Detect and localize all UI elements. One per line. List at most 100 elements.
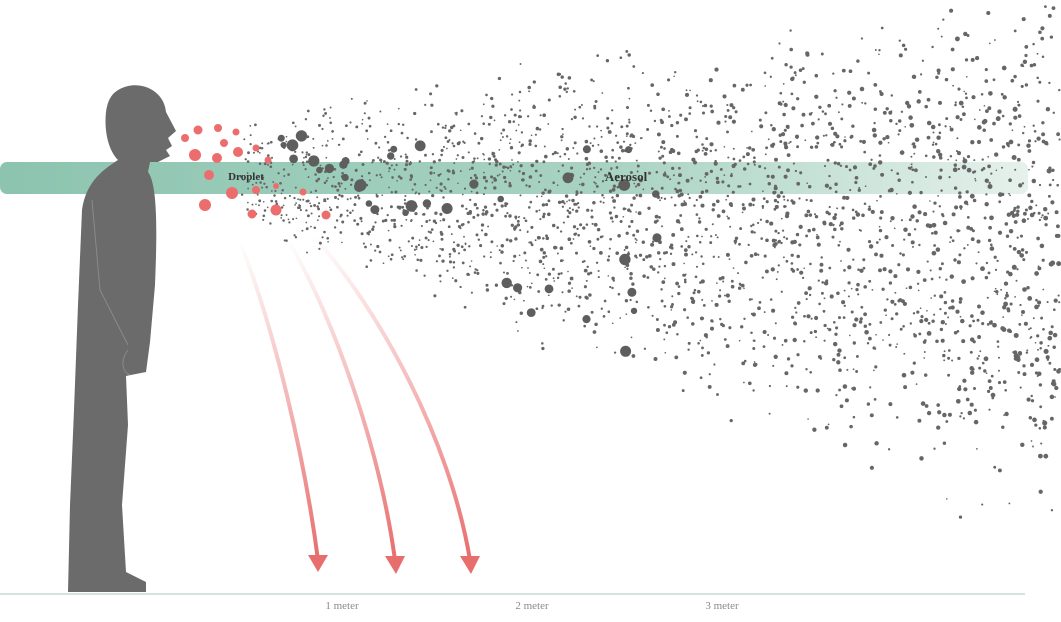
- particle: [1020, 63, 1024, 67]
- particle: [1029, 327, 1032, 330]
- particle: [776, 270, 779, 273]
- particle: [246, 178, 249, 181]
- particle: [594, 176, 597, 179]
- particle: [675, 189, 680, 194]
- particle: [913, 152, 916, 155]
- particle: [765, 146, 769, 150]
- particle: [670, 196, 673, 199]
- particle: [1053, 298, 1058, 303]
- particle: [544, 278, 548, 281]
- particle: [834, 182, 838, 187]
- particle: [475, 191, 479, 195]
- particle: [743, 381, 745, 384]
- particle: [634, 185, 638, 188]
- particle: [635, 159, 638, 162]
- particle: [923, 212, 928, 217]
- particle: [518, 90, 522, 94]
- particle: [851, 124, 855, 128]
- particle: [418, 160, 422, 163]
- particle: [888, 269, 893, 274]
- particle: [671, 232, 676, 237]
- particle: [510, 108, 513, 111]
- particle: [701, 143, 704, 146]
- particle: [1029, 63, 1034, 68]
- particle: [487, 225, 490, 228]
- particle: [585, 223, 589, 226]
- particle: [504, 214, 508, 218]
- particle: [729, 174, 733, 178]
- particle: [728, 326, 732, 330]
- particle: [670, 123, 674, 128]
- particle: [803, 267, 805, 270]
- particle: [346, 214, 349, 217]
- particle: [866, 402, 871, 406]
- particle: [919, 307, 922, 310]
- particle: [635, 194, 638, 197]
- particle: [883, 308, 887, 312]
- droplet: [204, 170, 214, 180]
- particle: [854, 317, 859, 322]
- particle: [1055, 224, 1060, 229]
- particle: [315, 179, 319, 183]
- particle: [841, 103, 844, 106]
- particle: [390, 253, 394, 257]
- particle: [947, 349, 951, 352]
- particle: [1024, 208, 1028, 212]
- particle: [263, 162, 267, 166]
- particle: [697, 289, 701, 294]
- particle: [539, 174, 543, 177]
- particle: [705, 336, 708, 339]
- particle: [641, 240, 645, 244]
- particle: [636, 182, 641, 187]
- particle: [498, 162, 502, 166]
- particle: [612, 184, 617, 188]
- particle: [442, 145, 446, 148]
- particle: [878, 140, 883, 145]
- particle: [518, 141, 521, 144]
- particle: [954, 36, 960, 42]
- particle: [962, 158, 968, 164]
- particle: [518, 254, 521, 257]
- particle: [809, 145, 814, 149]
- particle: [743, 359, 747, 363]
- droplet: [247, 209, 257, 219]
- particle: [543, 145, 546, 148]
- particle: [659, 118, 663, 122]
- particle: [753, 156, 756, 160]
- particle: [885, 107, 889, 111]
- particle: [590, 310, 594, 314]
- particle: [655, 318, 659, 321]
- particle: [422, 212, 426, 216]
- particle: [457, 141, 461, 144]
- particle: [468, 210, 472, 214]
- particle-large: [441, 203, 453, 214]
- particle: [949, 154, 953, 158]
- particle: [864, 330, 869, 335]
- particle: [452, 247, 456, 251]
- particle: [805, 234, 809, 238]
- particle: [540, 195, 543, 198]
- particle: [760, 237, 764, 240]
- particle: [567, 289, 571, 293]
- particle: [942, 353, 946, 358]
- particle: [578, 105, 582, 109]
- particle: [662, 172, 667, 177]
- particle: [636, 170, 639, 173]
- particle: [831, 235, 835, 239]
- particle: [860, 321, 863, 324]
- particle: [838, 142, 842, 146]
- particle: [947, 373, 951, 377]
- particle: [314, 173, 317, 176]
- particle: [886, 298, 889, 301]
- particle: [625, 105, 630, 110]
- particle: [716, 393, 719, 396]
- particle: [520, 131, 524, 134]
- particle: [870, 158, 873, 161]
- particle: [958, 195, 962, 199]
- particle: [456, 154, 459, 157]
- particle: [436, 122, 440, 126]
- particle: [605, 159, 609, 163]
- particle: [630, 203, 634, 207]
- particle: [1031, 178, 1037, 184]
- particle: [1034, 357, 1040, 363]
